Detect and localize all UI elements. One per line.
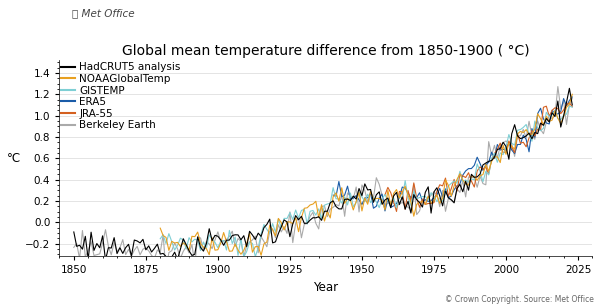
Y-axis label: °C: °C <box>7 152 21 165</box>
Text: © Crown Copyright. Source: Met Office: © Crown Copyright. Source: Met Office <box>445 295 594 304</box>
Title: Global mean temperature difference from 1850-1900 ( °C): Global mean temperature difference from … <box>122 44 530 58</box>
Text: ⦻ Met Office: ⦻ Met Office <box>72 8 134 18</box>
X-axis label: Year: Year <box>313 281 338 294</box>
Legend: HadCRUT5 analysis, NOAAGlobalTemp, GISTEMP, ERA5, JRA-55, Berkeley Earth: HadCRUT5 analysis, NOAAGlobalTemp, GISTE… <box>61 62 181 130</box>
